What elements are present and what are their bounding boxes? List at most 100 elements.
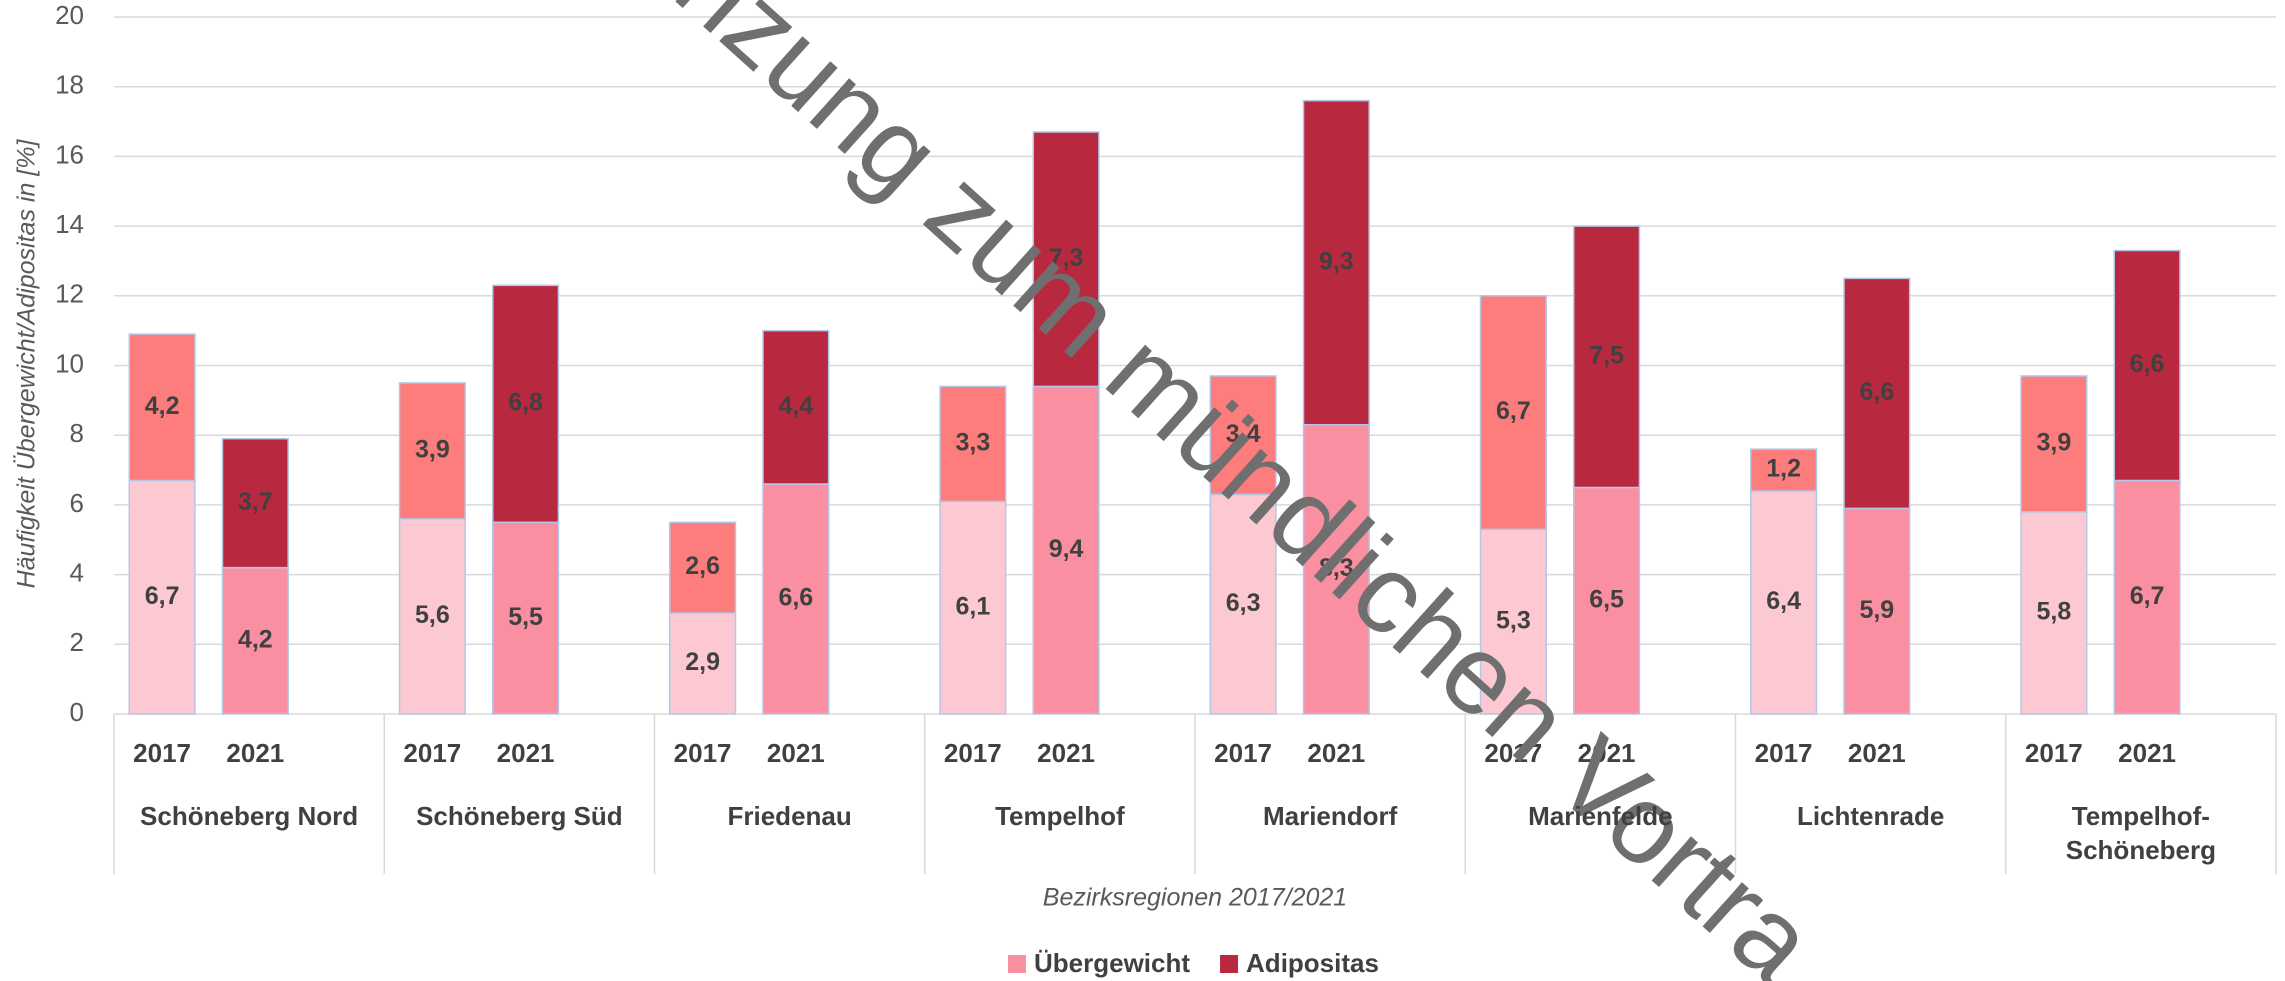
data-label: 5,5: [508, 603, 543, 631]
data-label: 6,6: [778, 584, 813, 612]
data-label: 4,2: [238, 625, 273, 653]
data-label: 2,6: [685, 552, 720, 580]
bar-segment: [1302, 99, 1370, 426]
x-tick-label: 2017: [944, 738, 1002, 768]
y-tick-label: 14: [55, 209, 84, 239]
x-tick-label: 2021: [497, 738, 555, 768]
bar-segment: [492, 521, 560, 715]
x-tick-label: 2021: [1037, 738, 1095, 768]
watermark: nzung zum mündlichen Vortra: [654, 0, 1839, 981]
data-label: 9,4: [1049, 535, 1084, 563]
group-label: Marienfelde: [1528, 801, 1673, 831]
data-label: 3,7: [238, 488, 273, 516]
bar-segment: [1032, 385, 1100, 715]
x-tick-label: 2017: [2025, 738, 2083, 768]
bar-segment: [939, 385, 1007, 503]
data-label: 4,2: [145, 392, 180, 420]
x-tick-label: 2017: [674, 738, 732, 768]
data-label: 5,3: [1496, 606, 1531, 634]
data-label: 6,7: [2130, 582, 2165, 610]
bar-segment: [221, 566, 289, 715]
x-tick-label: 2021: [767, 738, 825, 768]
x-tick-label: 2021: [226, 738, 284, 768]
bar-segment: [1209, 375, 1277, 496]
bar-segment: [669, 612, 737, 715]
y-tick-label: 8: [70, 418, 84, 448]
x-tick-label: 2021: [1578, 738, 1636, 768]
bar-segment: [2113, 249, 2181, 482]
data-label: 6,3: [1226, 589, 1261, 617]
y-tick-label: 12: [55, 279, 84, 309]
data-label: 7,5: [1589, 341, 1624, 369]
data-label: 6,8: [508, 388, 543, 416]
x-tick-label: 2017: [1214, 738, 1272, 768]
data-label: 5,6: [415, 601, 450, 629]
y-axis-title: Häufigkeit Übergewicht/Adipositas in [%]: [13, 139, 41, 589]
bar-segment: [398, 518, 466, 715]
x-tick-label: 2017: [1755, 738, 1813, 768]
bar-segment: [398, 382, 466, 520]
data-label: 6,7: [145, 582, 180, 610]
data-label: 6,4: [1766, 587, 1801, 615]
bar-segment: [128, 333, 196, 482]
x-tick-label: 2021: [1307, 738, 1365, 768]
group-label: Schöneberg Süd: [416, 801, 623, 831]
y-tick-label: 18: [55, 70, 84, 100]
data-label: 9,3: [1319, 247, 1354, 275]
x-tick-label: 2021: [2118, 738, 2176, 768]
legend-swatch: [1220, 955, 1239, 973]
group-label: Lichtenrade: [1796, 801, 1945, 831]
group-label: Schöneberg Nord: [140, 801, 359, 831]
y-tick-label: 6: [70, 488, 84, 518]
bar-segment: [1750, 490, 1818, 715]
bar-segment: [492, 284, 560, 524]
bar-segment: [1750, 448, 1818, 492]
data-label: 6,1: [955, 592, 990, 620]
group-label: Friedenau: [727, 801, 852, 831]
data-label: 3,4: [1226, 420, 1261, 448]
data-label: 3,3: [955, 429, 990, 457]
y-tick-label: 2: [70, 627, 84, 657]
group-label: Tempelhof-Schöneberg: [2065, 801, 2216, 865]
bar-segment: [762, 329, 830, 485]
bar-segment: [669, 521, 737, 614]
data-label: 5,8: [2036, 598, 2071, 626]
bar-segment: [1573, 486, 1641, 715]
x-tick-label: 2017: [133, 738, 191, 768]
bar-segment: [1843, 277, 1911, 510]
data-label: 8,3: [1319, 554, 1354, 582]
x-tick-label: 2017: [1484, 738, 1542, 768]
y-tick-label: 16: [55, 139, 84, 169]
group-label: Mariendorf: [1262, 801, 1398, 831]
x-axis-title: Bezirksregionen 2017/2021: [1043, 884, 1347, 912]
bar-segment: [2113, 479, 2181, 715]
group-label: Tempelhof: [995, 801, 1125, 831]
data-label: 3,9: [415, 435, 450, 463]
data-label: 6,7: [1496, 397, 1531, 425]
data-label: 2,9: [685, 648, 720, 676]
x-tick-label: 2017: [403, 738, 461, 768]
legend-swatch: [1008, 955, 1026, 973]
bar-segment: [1843, 507, 1911, 715]
y-tick-label: 10: [55, 348, 84, 378]
bar-segment: [1032, 131, 1100, 388]
data-label: 1,2: [1766, 455, 1801, 483]
bar-segment: [2020, 375, 2088, 513]
data-label: 7,3: [1049, 244, 1084, 272]
bar-segment: [1479, 295, 1547, 531]
legend-label: Adipositas: [1246, 948, 1379, 978]
data-label: 3,9: [2036, 429, 2071, 457]
bar-segment: [762, 483, 830, 715]
data-label: 5,9: [1859, 596, 1894, 624]
y-tick-label: 4: [70, 557, 84, 587]
bar-segment: [128, 479, 196, 715]
y-tick-label: 0: [70, 697, 84, 727]
data-label: 6,5: [1589, 585, 1624, 613]
data-label: 4,4: [778, 392, 813, 420]
bar-segment: [1573, 225, 1641, 489]
bar-segment: [1302, 423, 1370, 715]
legend-label: Übergewicht: [1034, 948, 1190, 978]
bar-segment: [1209, 493, 1277, 715]
bar-segment: [221, 437, 289, 569]
